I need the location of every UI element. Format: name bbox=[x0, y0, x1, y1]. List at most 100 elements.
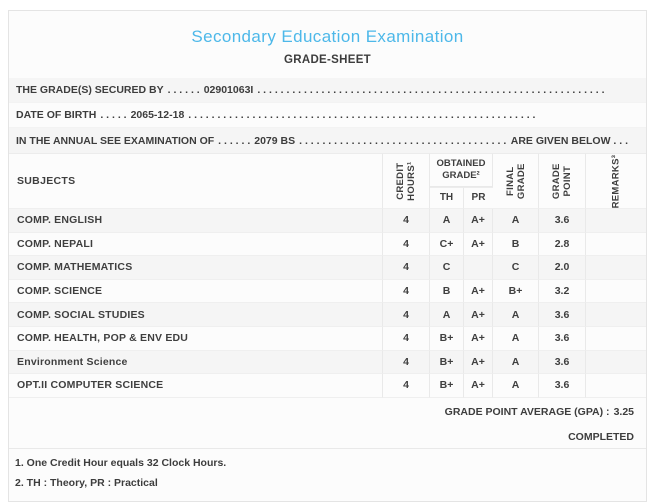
practical-grade-cell: A+ bbox=[464, 209, 493, 233]
credit-hours-cell: 4 bbox=[383, 303, 430, 327]
grade-point-cell: 3.6 bbox=[539, 303, 586, 327]
grade-sheet-panel: Secondary Education Examination GRADE-SH… bbox=[8, 10, 647, 502]
credit-hours-cell: 4 bbox=[383, 326, 430, 351]
final-grade-cell: A bbox=[493, 209, 539, 233]
theory-grade-cell: C+ bbox=[430, 232, 464, 257]
remarks-cell bbox=[586, 303, 646, 327]
remarks-cell bbox=[586, 374, 646, 398]
practical-grade-cell bbox=[464, 256, 493, 280]
theory-grade-cell: B+ bbox=[430, 326, 464, 351]
credit-hours-cell: 4 bbox=[383, 209, 430, 233]
grade-point-cell: 2.0 bbox=[539, 256, 586, 280]
theory-grade-cell: B bbox=[430, 279, 464, 304]
credit-hours-cell: 4 bbox=[383, 374, 430, 398]
practical-grade-cell: A+ bbox=[464, 279, 493, 304]
gpa-summary-row: GRADE POINT AVERAGE (GPA) : 3.25 bbox=[9, 398, 646, 427]
credit-hours-cell: 4 bbox=[383, 350, 430, 375]
remarks-cell bbox=[586, 280, 646, 304]
info-line-grades-secured-by: THE GRADE(S) SECURED BY . . . . . . 0290… bbox=[9, 78, 646, 103]
col-header-grade-point: GRADE POINT bbox=[539, 153, 586, 209]
table-row: COMP. HEALTH, POP & ENV EDU 4 B+ A+ A 3.… bbox=[9, 326, 646, 351]
date-of-birth: 2065-12-18 bbox=[130, 109, 185, 121]
page-subtitle: GRADE-SHEET bbox=[283, 54, 371, 66]
col-header-remarks-label: REMARKS³ bbox=[610, 154, 622, 209]
remarks-cell bbox=[586, 351, 646, 375]
subject-cell: COMP. NEPALI bbox=[9, 232, 383, 257]
practical-grade-cell: A+ bbox=[464, 374, 493, 398]
grade-point-cell: 3.6 bbox=[539, 374, 586, 398]
final-grade-cell: B bbox=[493, 232, 539, 257]
info-label: THE GRADE(S) SECURED BY bbox=[16, 84, 164, 96]
final-grade-cell: A bbox=[493, 326, 539, 351]
table-row: COMP. NEPALI 4 C+ A+ B 2.8 bbox=[9, 232, 646, 257]
info-suffix: ARE GIVEN BELOW . . . bbox=[510, 134, 628, 147]
gpa-label: GRADE POINT AVERAGE (GPA) : bbox=[444, 406, 610, 419]
final-grade-cell: C bbox=[493, 256, 539, 280]
practical-grade-cell: A+ bbox=[464, 232, 493, 257]
gpa-value: 3.25 bbox=[613, 406, 634, 419]
info-line-date-of-birth: DATE OF BIRTH . . . . . 2065-12-18 . . .… bbox=[9, 103, 646, 128]
footnote-credit-hours: 1. One Credit Hour equals 32 Clock Hours… bbox=[15, 456, 227, 469]
grade-point-cell: 3.2 bbox=[539, 279, 586, 304]
grades-table-body: COMP. ENGLISH 4 A A+ A 3.6 COMP. NEPALI … bbox=[9, 209, 646, 398]
credit-hours-cell: 4 bbox=[383, 256, 430, 280]
info-lines: THE GRADE(S) SECURED BY . . . . . . 0290… bbox=[9, 78, 646, 153]
theory-grade-cell: B+ bbox=[430, 350, 464, 375]
theory-grade-cell: B+ bbox=[430, 374, 464, 398]
grade-point-cell: 3.6 bbox=[539, 326, 586, 351]
info-label: DATE OF BIRTH bbox=[16, 109, 97, 121]
col-header-subjects: SUBJECTS bbox=[9, 153, 383, 209]
table-row: COMP. MATHEMATICS 4 C C 2.0 bbox=[9, 256, 646, 280]
remarks-cell bbox=[586, 256, 646, 280]
subject-cell: COMP. ENGLISH bbox=[9, 209, 383, 233]
exam-year: 2079 BS bbox=[254, 134, 296, 147]
col-header-grade-point-label: GRADE POINT bbox=[550, 163, 573, 199]
dot-leader: . . . . . . . . . . . . . . . . . . . . … bbox=[257, 84, 605, 96]
dot-leader: . . . . . . . . . . . . . . . . . . . . … bbox=[188, 109, 536, 121]
col-header-obtained-grade: OBTAINED GRADE² bbox=[430, 153, 493, 187]
table-row: OPT.II COMPUTER SCIENCE 4 B+ A+ A 3.6 bbox=[9, 374, 646, 398]
col-header-credit-hours-label: CREDIT HOURS¹ bbox=[394, 161, 417, 201]
theory-grade-cell: A bbox=[430, 209, 464, 233]
subject-cell: COMP. SCIENCE bbox=[9, 279, 383, 304]
footnotes: 1. One Credit Hour equals 32 Clock Hours… bbox=[9, 447, 646, 495]
col-header-th: TH bbox=[430, 186, 464, 209]
final-grade-cell: A bbox=[493, 350, 539, 375]
subject-cell: COMP. MATHEMATICS bbox=[9, 256, 383, 280]
dot-leader: . . . . . . bbox=[167, 84, 200, 96]
student-symbol-number: 02901063I bbox=[203, 84, 254, 96]
col-header-credit-hours: CREDIT HOURS¹ bbox=[383, 153, 430, 209]
subject-cell: Environment Science bbox=[9, 350, 383, 375]
col-header-final-grade-label: FINAL GRADE bbox=[504, 163, 527, 199]
credit-hours-cell: 4 bbox=[383, 232, 430, 257]
grade-point-cell: 2.8 bbox=[539, 232, 586, 257]
page-title: Secondary Education Examination bbox=[191, 27, 464, 46]
dot-leader: . . . . . . bbox=[218, 134, 251, 147]
practical-grade-cell: A+ bbox=[464, 350, 493, 375]
col-header-pr: PR bbox=[464, 186, 493, 209]
subject-cell: COMP. SOCIAL STUDIES bbox=[9, 303, 383, 327]
subject-cell: OPT.II COMPUTER SCIENCE bbox=[9, 374, 383, 398]
final-grade-cell: B+ bbox=[493, 279, 539, 304]
credit-hours-cell: 4 bbox=[383, 279, 430, 304]
final-grade-cell: A bbox=[493, 303, 539, 327]
table-row: COMP. SOCIAL STUDIES 4 A A+ A 3.6 bbox=[9, 303, 646, 327]
table-row: COMP. ENGLISH 4 A A+ A 3.6 bbox=[9, 209, 646, 233]
table-row: Environment Science 4 B+ A+ A 3.6 bbox=[9, 350, 646, 375]
col-header-final-grade: FINAL GRADE bbox=[493, 153, 539, 209]
info-line-exam-year: IN THE ANNUAL SEE EXAMINATION OF . . . .… bbox=[9, 128, 646, 153]
dot-leader: . . . . . bbox=[100, 109, 127, 121]
grades-table: SUBJECTS CREDIT HOURS¹ OBTAINED GRADE² F… bbox=[9, 153, 646, 398]
remarks-cell bbox=[586, 209, 646, 233]
final-grade-cell: A bbox=[493, 374, 539, 398]
theory-grade-cell: A bbox=[430, 303, 464, 327]
theory-grade-cell: C bbox=[430, 256, 464, 280]
info-label: IN THE ANNUAL SEE EXAMINATION OF bbox=[16, 134, 215, 147]
remarks-cell bbox=[586, 233, 646, 257]
table-row: COMP. SCIENCE 4 B A+ B+ 3.2 bbox=[9, 279, 646, 304]
grade-point-cell: 3.6 bbox=[539, 350, 586, 375]
grade-point-cell: 3.6 bbox=[539, 209, 586, 233]
practical-grade-cell: A+ bbox=[464, 326, 493, 351]
dot-leader: . . . . . . . . . . . . . . . . . . . . … bbox=[299, 134, 507, 147]
col-header-remarks: REMARKS³ bbox=[586, 153, 646, 209]
